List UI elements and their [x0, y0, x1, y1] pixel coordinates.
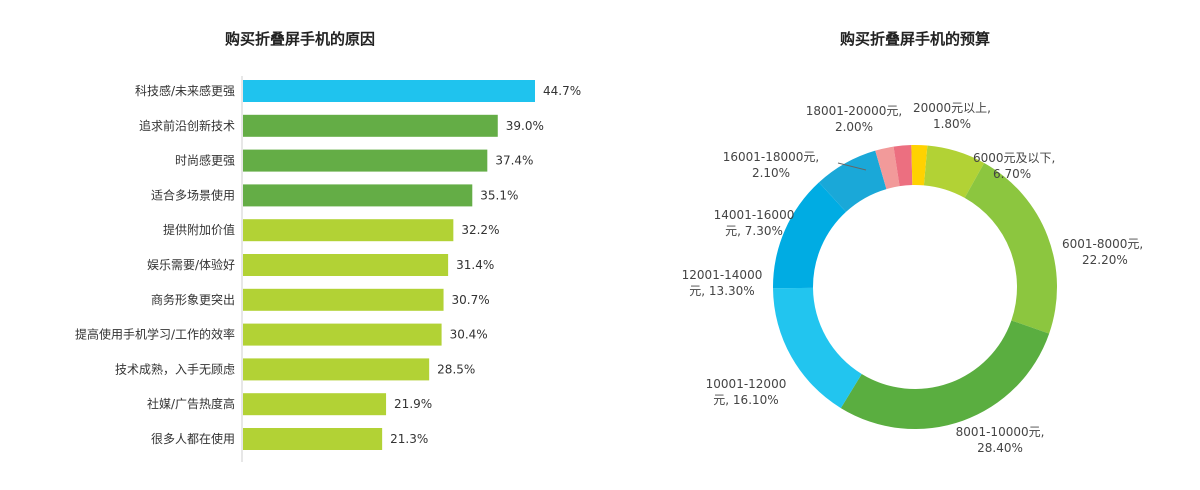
- slice-value-label: 2.10%: [752, 166, 790, 180]
- value-label: 39.0%: [506, 119, 544, 133]
- slice-value-label: 28.40%: [977, 441, 1023, 455]
- donut-slice: [893, 145, 913, 187]
- slice-label: 10001-12000: [706, 377, 787, 391]
- donut-slice: [840, 320, 1050, 429]
- budget-donut-chart: 购买折叠屏手机的预算 6000元及以下, 6.70% 6001-8000元, 22.2…: [682, 30, 1144, 455]
- slice-label: 14001-16000: [714, 208, 795, 222]
- value-label: 31.4%: [456, 258, 494, 272]
- slice-value-label: 22.20%: [1082, 253, 1128, 267]
- value-label: 21.3%: [390, 432, 428, 446]
- category-label: 提高使用手机学习/工作的效率: [75, 327, 235, 342]
- bar: [243, 428, 383, 450]
- value-label: 32.2%: [461, 223, 499, 237]
- slice-label: 12001-14000: [682, 268, 763, 282]
- category-label: 娱乐需要/体验好: [147, 257, 235, 272]
- value-label: 21.9%: [394, 397, 432, 411]
- slice-label: 16001-18000元,: [723, 150, 820, 164]
- category-label: 技术成熟，入手无顾虑: [115, 361, 235, 376]
- slice-label: 18001-20000元,: [806, 104, 903, 118]
- category-label: 适合多场景使用: [151, 187, 235, 202]
- donut-slice: [773, 287, 862, 409]
- leader-line: [837, 162, 867, 171]
- bar: [243, 80, 535, 102]
- category-label: 很多人都在使用: [151, 431, 235, 446]
- donut-slice: [911, 145, 928, 186]
- value-label: 30.4%: [450, 328, 488, 342]
- slice-label: 20000元以上,: [913, 101, 991, 115]
- slice-value-label: 元, 16.10%: [713, 393, 778, 407]
- slice-label: 6000元及以下,: [973, 151, 1055, 165]
- category-label: 商务形象更突出: [151, 292, 235, 307]
- slice-value-label: 元, 13.30%: [689, 284, 754, 298]
- reasons-bar-chart: 购买折叠屏手机的原因 科技感/未来感更强 44.7% 追求前沿创新技术 39.0% 时尚…: [75, 30, 581, 462]
- donut-slice: [875, 146, 900, 190]
- category-label: 社媒/广告热度高: [147, 396, 235, 411]
- category-label: 时尚感更强: [175, 153, 235, 168]
- value-label: 44.7%: [543, 84, 581, 98]
- category-label: 追求前沿创新技术: [139, 118, 235, 133]
- bar: [243, 323, 442, 346]
- slice-value-label: 2.00%: [835, 120, 873, 134]
- value-label: 28.5%: [437, 362, 475, 376]
- bar: [243, 219, 454, 242]
- bar-chart-title: 购买折叠屏手机的原因: [225, 30, 375, 48]
- bar: [243, 114, 498, 137]
- value-label: 35.1%: [480, 188, 518, 202]
- value-label: 30.7%: [452, 293, 490, 307]
- bar: [243, 288, 444, 311]
- category-label: 科技感/未来感更强: [135, 83, 235, 98]
- donut-slice: [964, 162, 1057, 334]
- donut-chart-title: 购买折叠屏手机的预算: [840, 30, 990, 48]
- category-label: 提供附加价值: [163, 222, 235, 237]
- bar: [243, 393, 387, 416]
- slice-value-label: 元, 7.30%: [725, 224, 783, 238]
- bar: [243, 184, 473, 207]
- donut-slice: [818, 150, 887, 212]
- bar: [243, 149, 488, 172]
- slice-value-label: 6.70%: [993, 167, 1031, 181]
- slice-label: 8001-10000元,: [956, 425, 1045, 439]
- bar: [243, 358, 430, 381]
- bar: [243, 254, 449, 276]
- value-label: 37.4%: [495, 154, 533, 168]
- donut-slice: [773, 182, 847, 289]
- slice-value-label: 1.80%: [933, 117, 971, 131]
- slice-label: 6001-8000元,: [1062, 237, 1143, 251]
- donut-slice: [923, 145, 985, 198]
